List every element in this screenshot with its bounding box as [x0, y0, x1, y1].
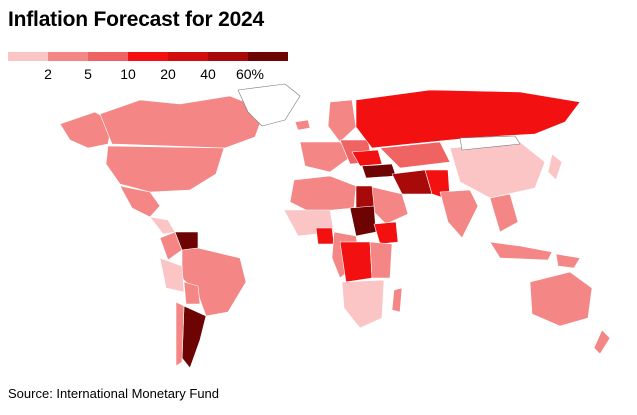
region-papua	[555, 253, 581, 269]
region-chile	[175, 301, 185, 367]
legend-swatch-1	[8, 52, 48, 61]
legend-tick-20: 20	[160, 66, 176, 82]
region-scandinavia	[327, 99, 357, 143]
region-india	[439, 189, 479, 239]
region-canada	[99, 95, 266, 149]
source-note: Source: International Monetary Fund	[8, 386, 220, 401]
region-brazil	[181, 247, 247, 317]
region-north-africa	[289, 175, 357, 213]
legend-swatch-3	[88, 52, 128, 61]
region-peru	[159, 257, 185, 293]
legend-swatch-7	[248, 52, 288, 61]
legend-swatch-4	[128, 52, 168, 61]
region-ukraine	[351, 149, 383, 167]
region-nigeria	[315, 227, 335, 245]
legend-swatches	[8, 52, 288, 61]
region-greenland	[237, 83, 301, 127]
world-map	[59, 83, 611, 369]
region-new-zealand	[593, 329, 611, 355]
region-turkey	[361, 163, 397, 179]
region-egypt	[355, 185, 375, 209]
legend-tick-60: 60%	[235, 66, 265, 82]
region-iceland	[294, 119, 311, 131]
chart-title: Inflation Forecast for 2024	[8, 8, 265, 31]
region-central-america	[149, 216, 176, 235]
region-western-europe	[299, 141, 353, 173]
region-sudan	[349, 205, 377, 237]
region-southeast-asia	[489, 193, 519, 233]
region-ethiopia	[373, 221, 399, 245]
region-east-africa	[369, 241, 393, 279]
region-kazakhstan	[379, 141, 451, 169]
region-indonesia	[489, 241, 553, 261]
region-bolivia	[183, 281, 201, 305]
legend-tick-40: 40	[200, 66, 216, 82]
legend-swatch-6	[208, 52, 248, 61]
legend-swatch-5	[168, 52, 208, 61]
legend-tick-2: 2	[44, 66, 52, 82]
region-japan	[547, 153, 563, 181]
region-mexico	[119, 185, 161, 218]
color-legend: 2 5 10 20 40 60%	[8, 52, 288, 82]
region-usa	[105, 145, 225, 193]
legend-tick-10: 10	[120, 66, 136, 82]
legend-tick-5: 5	[84, 66, 92, 82]
region-australia	[529, 271, 593, 327]
region-china	[449, 141, 546, 199]
region-drc	[339, 241, 373, 283]
region-alaska	[59, 111, 113, 149]
legend-swatch-2	[48, 52, 88, 61]
region-southern-africa	[341, 279, 385, 329]
region-madagascar	[391, 287, 403, 313]
region-mongolia	[459, 135, 521, 151]
region-argentina	[181, 305, 207, 369]
region-russia	[355, 89, 581, 149]
